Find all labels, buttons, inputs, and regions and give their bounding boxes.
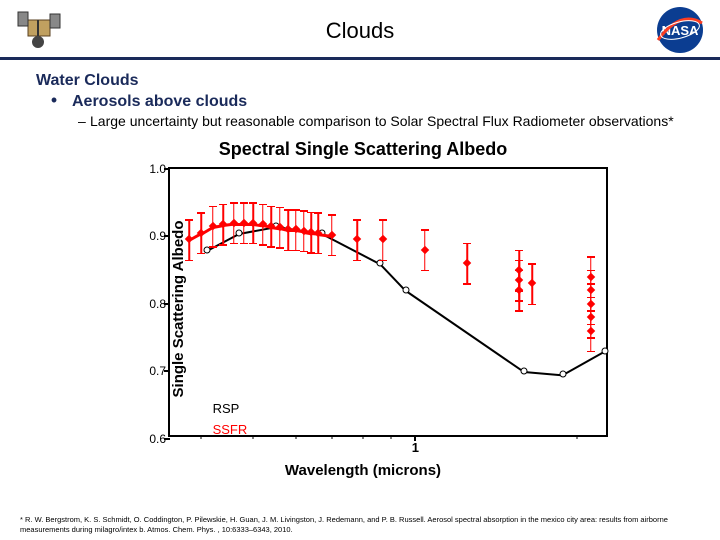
chart-xlabel: Wavelength (microns) bbox=[98, 462, 628, 479]
heading-aerosols: Aerosols above clouds bbox=[72, 93, 247, 111]
chart: Spectral Single Scattering Albedo Single… bbox=[98, 139, 628, 479]
bullet-aerosols: • Aerosols above clouds bbox=[36, 90, 690, 111]
content: Water Clouds • Aerosols above clouds –La… bbox=[0, 60, 720, 479]
heading-water-clouds: Water Clouds bbox=[36, 72, 690, 90]
legend-ssfr: SSFR bbox=[213, 422, 248, 437]
legend-rsp: RSP bbox=[213, 401, 240, 416]
subpoint-text: Large uncertainty but reasonable compari… bbox=[90, 113, 674, 129]
subpoint: –Large uncertainty but reasonable compar… bbox=[36, 113, 690, 131]
chart-title: Spectral Single Scattering Albedo bbox=[98, 139, 628, 160]
plot-area: 0.60.70.80.91.01RSPSSFR bbox=[168, 167, 608, 437]
nasa-logo: NASA bbox=[650, 5, 710, 55]
bullet-icon: • bbox=[36, 90, 72, 111]
page-title: Clouds bbox=[0, 0, 720, 44]
citation: * R. W. Bergstrom, K. S. Schmidt, O. Cod… bbox=[20, 515, 700, 534]
header: NASA Clouds bbox=[0, 0, 720, 60]
instrument-logo bbox=[10, 2, 70, 52]
